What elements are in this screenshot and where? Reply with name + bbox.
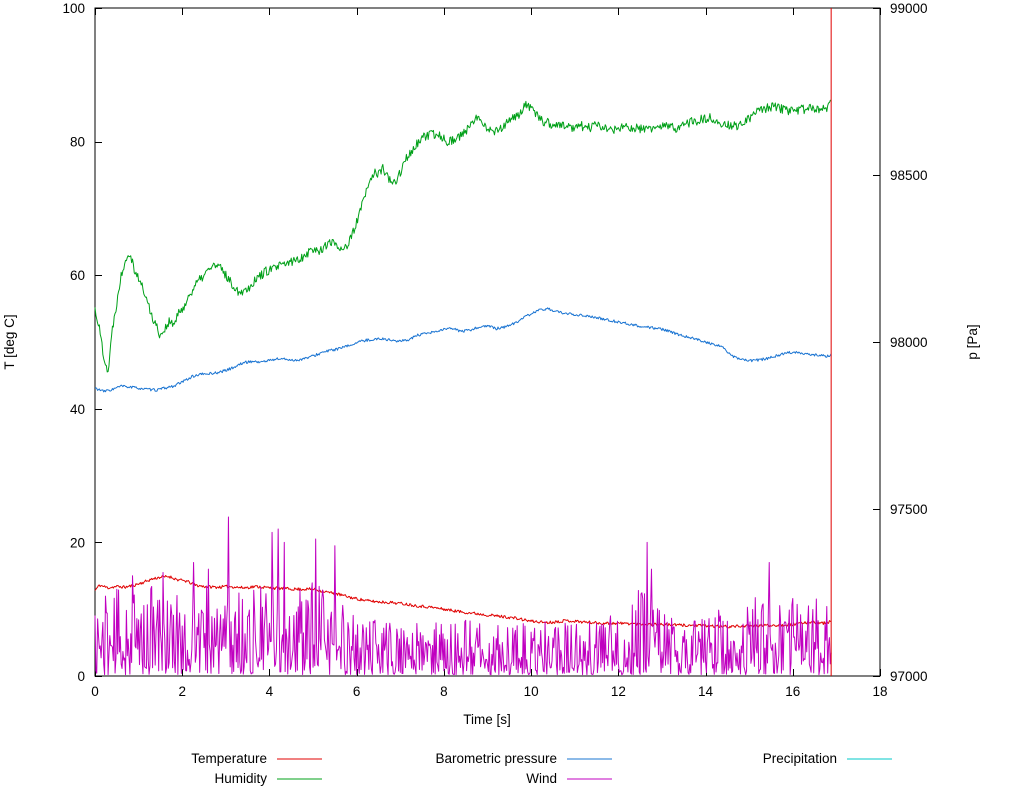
x-tick-label: 4	[266, 684, 274, 699]
left-y-tick-label: 80	[70, 135, 85, 150]
right-y-tick-label: 98000	[890, 335, 928, 350]
right-y-tick-label: 97500	[890, 502, 928, 517]
plot-frame	[94, 7, 881, 677]
legend-label: Wind	[526, 771, 557, 786]
legend-label: Humidity	[214, 771, 267, 786]
x-tick-label: 10	[524, 684, 539, 699]
plot-border	[94, 7, 881, 677]
left-y-tick-label: 100	[62, 1, 85, 16]
legend-entry-precipitation: Precipitation	[763, 751, 892, 766]
series-humidity	[94, 99, 832, 373]
chart-legend: Temperature Barometric pressure Precipitat…	[191, 751, 892, 786]
left-y-tick-label: 60	[70, 268, 85, 283]
left-y-tick-label: 40	[70, 402, 85, 417]
right-y-axis-title: p [Pa]	[965, 324, 980, 359]
x-axis-title: Time [s]	[463, 712, 511, 727]
left-y-axis-title: T [deg C]	[2, 314, 17, 369]
right-y-tick-label: 97000	[890, 669, 928, 684]
x-tick-label: 16	[785, 684, 800, 699]
x-tick-label: 12	[611, 684, 626, 699]
left-y-tick-label: 20	[70, 535, 85, 550]
legend-entry-temperature: Temperature	[191, 751, 322, 766]
series-wind	[94, 516, 832, 676]
x-tick-label: 8	[440, 684, 448, 699]
legend-entry-barometric-pressure: Barometric pressure	[435, 751, 612, 766]
legend-label: Barometric pressure	[435, 751, 557, 766]
x-tick-label: 0	[91, 684, 99, 699]
right-y-tick-label: 98500	[890, 168, 928, 183]
legend-entry-humidity: Humidity	[214, 771, 322, 786]
right-y-tick-label: 99000	[890, 1, 928, 16]
x-tick-label: 6	[353, 684, 361, 699]
x-tick-label: 14	[698, 684, 714, 699]
axis-ticks: 0 2 4 6 8 10 12 14 16 18 0 20 40 60 80 100 97000 97500 980…	[62, 1, 927, 699]
x-tick-label: 18	[872, 684, 887, 699]
left-y-tick-label: 0	[77, 669, 85, 684]
legend-label: Precipitation	[763, 751, 837, 766]
series-barometric-pressure	[94, 307, 832, 393]
legend-label: Temperature	[191, 751, 267, 766]
plot-series	[94, 99, 832, 676]
legend-entry-wind: Wind	[526, 771, 612, 786]
x-tick-label: 2	[178, 684, 186, 699]
